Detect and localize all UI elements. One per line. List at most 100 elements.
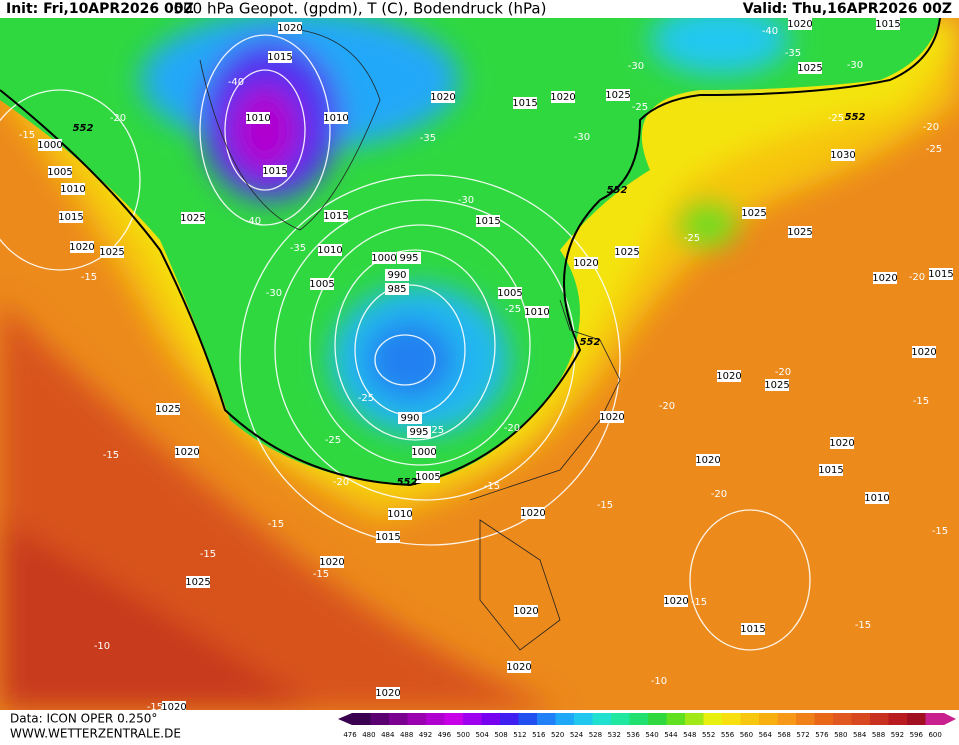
- isobar-label: 1005: [309, 279, 334, 290]
- colorbar-label: 488: [400, 731, 413, 739]
- temperature-label: -25: [632, 102, 648, 113]
- temperature-label: -20: [775, 367, 791, 378]
- isobar-label-box: [819, 464, 843, 476]
- isobar-label-box: [574, 257, 598, 269]
- isobar-label: 1025: [185, 577, 210, 588]
- data-source: Data: ICON OPER 0.250°: [10, 712, 157, 726]
- temperature-label: -35: [290, 243, 306, 254]
- colorbar-label: 520: [551, 731, 564, 739]
- temperature-label: -15: [313, 569, 329, 580]
- isobar-label: 1030: [830, 150, 855, 161]
- isobar-label: 1005: [497, 288, 522, 299]
- isobar-label: 1000: [411, 447, 436, 458]
- isobar-label-box: [696, 454, 720, 466]
- isobar-label: 990: [387, 270, 406, 281]
- isobar-label: 1020: [319, 557, 344, 568]
- isobar-label-box: [765, 379, 789, 391]
- isobar-label-box: [372, 252, 396, 264]
- temperature-label: -40: [762, 26, 778, 37]
- colorbar-label: 580: [834, 731, 847, 739]
- isobar-label: 1015: [323, 211, 348, 222]
- temperature-label: -35: [420, 133, 436, 144]
- temperature-label: -15: [691, 597, 707, 608]
- website: WWW.WETTERZENTRALE.DE: [10, 727, 181, 741]
- isobar-label: 1020: [430, 92, 455, 103]
- temperature-label: -15: [484, 481, 500, 492]
- valid-time: Valid: Thu,16APR2026 00Z: [743, 1, 952, 17]
- isobar-label-box: [513, 97, 537, 109]
- colorbar: 476 480 484 488 492 496 500 504 508 512 516 520 524 5…: [338, 713, 956, 739]
- temperature-label: -25: [505, 304, 521, 315]
- colorbar-label: 480: [362, 731, 375, 739]
- temperature-label: -15: [81, 272, 97, 283]
- isobar-label: 1015: [818, 465, 843, 476]
- temperature-label: -20: [923, 122, 939, 133]
- isobar-label: 1020: [663, 596, 688, 607]
- temperature-label: -30: [574, 132, 590, 143]
- temperature-label: -30: [266, 288, 282, 299]
- colorbar-cell: [481, 713, 501, 725]
- temperature-label: -15: [855, 620, 871, 631]
- isobar-label: 1020: [787, 19, 812, 30]
- colorbar-cell: [611, 713, 630, 725]
- isobar-label-box: [278, 22, 302, 34]
- isobar-label-box: [831, 149, 855, 161]
- temperature-label: -25: [828, 113, 844, 124]
- colorbar-arrow: [338, 713, 352, 725]
- isobar-label-box: [798, 62, 822, 74]
- temperature-label: -15: [147, 702, 163, 713]
- isobar-label: 1015: [928, 269, 953, 280]
- isobar-label: 1025: [180, 213, 205, 224]
- isobar-label: 1025: [614, 247, 639, 258]
- temperature-label: -30: [458, 195, 474, 206]
- isobar-label-box: [162, 701, 186, 710]
- temperature-label: -15: [268, 519, 284, 530]
- temperature-label: -15: [932, 526, 948, 537]
- temperature-label: -25: [358, 393, 374, 404]
- colorbar-cell: [500, 713, 519, 725]
- isobar-label: 1010: [60, 184, 85, 195]
- isobar-label: 1025: [155, 404, 180, 415]
- colorbar-label: 528: [589, 731, 602, 739]
- isobar-label-box: [38, 139, 62, 151]
- isobar-label-box: [320, 556, 344, 568]
- isobar-label: 1000: [37, 140, 62, 151]
- isobar-label-box: [514, 605, 538, 617]
- temperature-label: -30: [847, 60, 863, 71]
- temperature-label: -15: [19, 130, 35, 141]
- colorbar-label: 524: [570, 731, 584, 739]
- isobar-label: 1010: [245, 113, 270, 124]
- colorbar-cell: [426, 713, 445, 725]
- isobar-label: 1010: [524, 307, 549, 318]
- isobar-label: 1020: [161, 702, 186, 713]
- colorbar-label: 584: [853, 731, 867, 739]
- isobar-label-box: [324, 112, 348, 124]
- isobar-label-box: [788, 18, 812, 30]
- colorbar-cell: [759, 713, 778, 725]
- isobar-label-box: [929, 268, 953, 280]
- geopotential-label: 552: [73, 123, 94, 134]
- isobar-label: 985: [387, 284, 406, 295]
- isobar-label-box: [412, 446, 436, 458]
- temperature-label: -20: [504, 423, 520, 434]
- colorbar-label: 500: [457, 731, 470, 739]
- isobar-label: 1000: [371, 253, 396, 264]
- isobar-label: 1020: [513, 606, 538, 617]
- isobar-label-box: [876, 18, 900, 30]
- header-bar: [0, 0, 959, 18]
- isobar-label-box: [324, 210, 348, 222]
- isobar-label: 1005: [415, 472, 440, 483]
- isobar-label: 1015: [262, 166, 287, 177]
- isobar-label: 1020: [872, 273, 897, 284]
- temperature-label: -15: [597, 500, 613, 511]
- colorbar-cell: [592, 713, 612, 725]
- isobar-label-box: [48, 166, 72, 178]
- isobar-label: 995: [399, 253, 418, 264]
- isobar-label: 1025: [741, 208, 766, 219]
- isobar-label-box: [376, 687, 400, 699]
- colorbar-label: 548: [683, 731, 696, 739]
- isobar-label-box: [186, 576, 210, 588]
- isobar-label: 1010: [323, 113, 348, 124]
- isobar-label-box: [156, 403, 180, 415]
- isobar-label: 1015: [375, 532, 400, 543]
